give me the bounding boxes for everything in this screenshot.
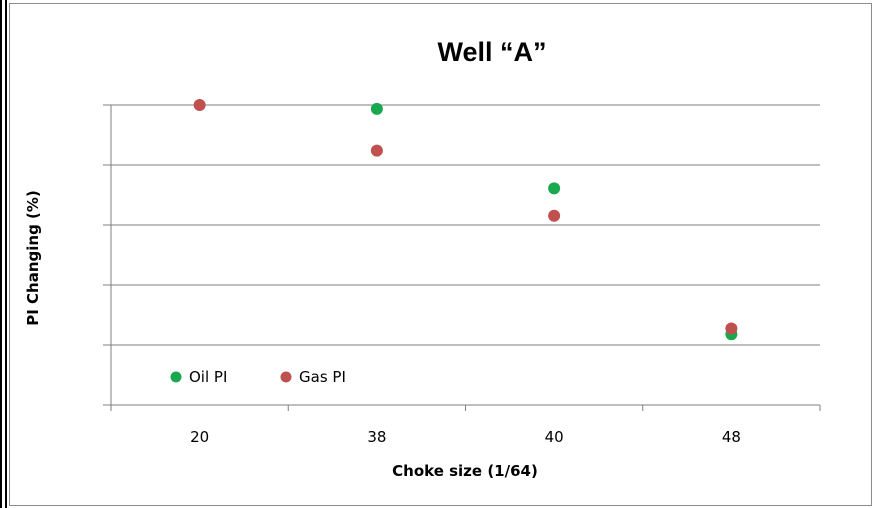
window-edge-outer — [0, 0, 2, 508]
y-axis-label: PI Changing (%) — [24, 190, 42, 326]
gas-pi-point-38 — [370, 144, 383, 157]
oil-pi-point-40 — [548, 182, 561, 195]
x-tick-label-38: 38 — [367, 428, 386, 446]
legend-label-oil-pi: Oil PI — [189, 368, 227, 386]
gridlines — [103, 104, 820, 346]
window-edge-inner — [5, 0, 7, 508]
gas-pi-point-20 — [193, 99, 206, 111]
legend-marker-gas-pi — [280, 371, 292, 383]
chart-title: Well “A” — [437, 37, 546, 67]
x-tick-label-20: 20 — [190, 428, 209, 446]
axes — [103, 105, 821, 411]
x-tick-label-48: 48 — [722, 428, 741, 446]
legend-marker-oil-pi — [170, 371, 182, 383]
gas-pi-point-40 — [548, 209, 561, 222]
x-tick-labels: 20 38 40 48 — [190, 428, 741, 446]
gas-pi-point-48 — [725, 322, 738, 335]
x-tick-label-40: 40 — [545, 428, 564, 446]
oil-pi-point-38 — [370, 102, 383, 115]
chart-area — [9, 3, 872, 506]
legend-label-gas-pi: Gas PI — [299, 368, 346, 386]
data-points — [193, 99, 738, 341]
x-axis-label: Choke size (1/64) — [392, 462, 538, 480]
legend: Oil PI Gas PI — [170, 368, 346, 386]
